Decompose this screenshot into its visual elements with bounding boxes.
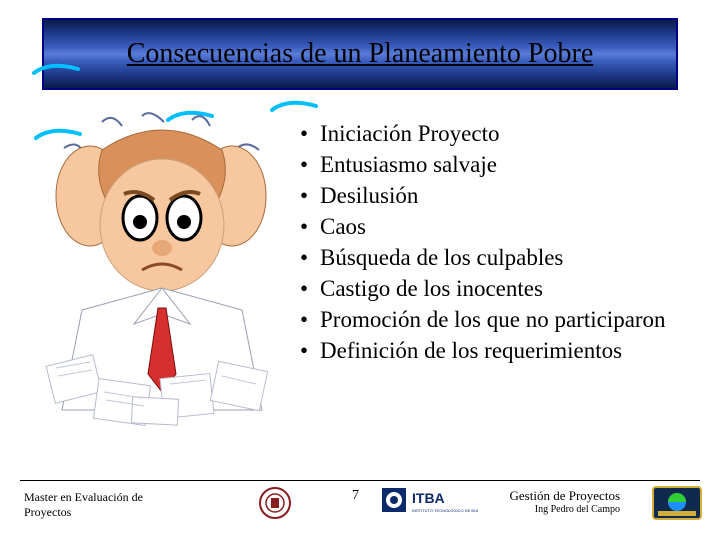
bullet-dot: • (300, 335, 320, 366)
list-item: •Castigo de los inocentes (300, 273, 700, 304)
footer-left-line2: Proyectos (24, 505, 204, 520)
svg-text:ITBA: ITBA (412, 490, 445, 506)
bullet-text: Promoción de los que no participaron (320, 304, 700, 335)
footer-right-line1: Gestión de Proyectos (510, 488, 620, 504)
bullet-dot: • (300, 180, 320, 211)
institution-seal-icon (258, 486, 292, 520)
list-item: •Desilusión (300, 180, 700, 211)
bullet-text: Definición de los requerimientos (320, 335, 700, 366)
title-banner: Consecuencias de un Planeamiento Pobre (42, 18, 678, 90)
page-number: 7 (352, 488, 359, 504)
list-item: •Caos (300, 211, 700, 242)
badge-icon (652, 486, 702, 520)
bullet-text: Entusiasmo salvaje (320, 149, 700, 180)
slide-footer: Master en Evaluación de Proyectos 7 ITBA… (0, 480, 720, 540)
list-item: •Promoción de los que no participaron (300, 304, 700, 335)
bullet-text: Desilusión (320, 180, 700, 211)
svg-text:INSTITUTO TECNOLÓGICO DE BUENO: INSTITUTO TECNOLÓGICO DE BUENOS AIRES (412, 508, 478, 513)
bullet-dot: • (300, 242, 320, 273)
list-item: •Definición de los requerimientos (300, 335, 700, 366)
bullet-dot: • (300, 149, 320, 180)
bullet-dot: • (300, 304, 320, 335)
bullet-text: Castigo de los inocentes (320, 273, 700, 304)
frustrated-person-illustration (42, 110, 280, 428)
itba-logo-icon: ITBA INSTITUTO TECNOLÓGICO DE BUENOS AIR… (382, 486, 478, 514)
slide: Consecuencias de un Planeamiento Pobre (0, 0, 720, 540)
bullet-text: Iniciación Proyecto (320, 118, 700, 149)
footer-right-text: Gestión de Proyectos Ing Pedro del Campo (510, 488, 620, 515)
bullet-dot: • (300, 273, 320, 304)
list-item: •Búsqueda de los culpables (300, 242, 700, 273)
list-item: •Iniciación Proyecto (300, 118, 700, 149)
bullet-text: Búsqueda de los culpables (320, 242, 700, 273)
swoosh-mark (32, 63, 80, 79)
bullet-dot: • (300, 118, 320, 149)
slide-title: Consecuencias de un Planeamiento Pobre (127, 38, 594, 70)
list-item: •Entusiasmo salvaje (300, 149, 700, 180)
bullet-text: Caos (320, 211, 700, 242)
footer-left-line1: Master en Evaluación de (24, 490, 204, 505)
footer-right-line2: Ing Pedro del Campo (510, 504, 620, 515)
bullet-list: •Iniciación Proyecto •Entusiasmo salvaje… (300, 118, 700, 366)
footer-left-text: Master en Evaluación de Proyectos (24, 490, 204, 520)
bullet-dot: • (300, 211, 320, 242)
footer-divider (20, 480, 700, 481)
